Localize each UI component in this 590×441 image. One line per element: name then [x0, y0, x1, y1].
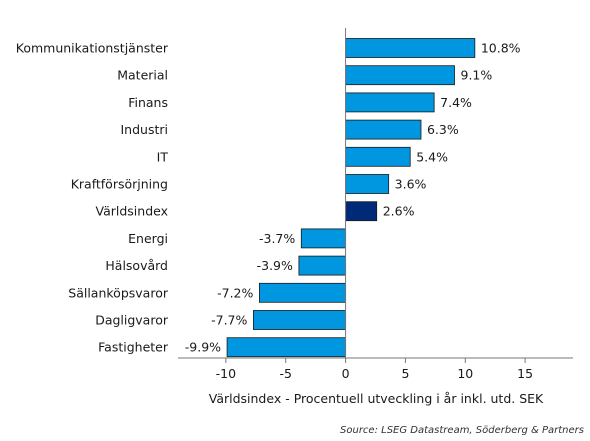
value-label: 3.6%: [395, 177, 427, 192]
x-axis: -10 -5 0 5 10 15: [178, 28, 573, 381]
category-label: Dagligvaror: [95, 313, 169, 328]
value-label: 7.4%: [440, 95, 472, 110]
x-tick-label: 10: [457, 366, 473, 381]
category-label: Världsindex: [96, 204, 169, 219]
value-label: -3.7%: [259, 231, 295, 246]
value-label: -7.2%: [217, 285, 253, 300]
x-tick-label: -5: [279, 366, 291, 381]
labels-group: Kommunikationstjänster 10.8% Material 9.1% F…: [16, 41, 521, 355]
value-label: 5.4%: [416, 149, 448, 164]
category-label: Kommunikationstjänster: [16, 41, 169, 56]
x-tick-label: -10: [216, 366, 236, 381]
x-tick-label: 5: [401, 366, 409, 381]
x-tick-label: 0: [342, 366, 350, 381]
bar-11: [253, 310, 346, 330]
bar-8: [300, 228, 346, 249]
value-label: 10.8%: [481, 41, 521, 56]
value-label: 6.3%: [427, 122, 459, 137]
x-tick-label: 15: [517, 366, 533, 381]
category-label: Energi: [128, 231, 168, 246]
bars-group: [226, 38, 476, 358]
bar-2: [345, 65, 455, 86]
bar-9: [298, 255, 346, 276]
bar-7: [345, 201, 378, 222]
x-axis-title: Världsindex - Procentuell utveckling i å…: [209, 391, 544, 406]
category-label: IT: [157, 149, 169, 164]
bar-6: [345, 174, 390, 194]
bar-4: [345, 119, 422, 140]
value-label: -9.9%: [185, 340, 221, 355]
category-label: Industri: [121, 122, 169, 137]
bar-10: [258, 282, 346, 303]
category-label: Fastigheter: [98, 340, 169, 355]
category-label: Finans: [128, 95, 168, 110]
category-label: Kraftförsörjning: [71, 177, 168, 192]
value-label: 9.1%: [461, 68, 493, 83]
bar-5: [345, 146, 411, 167]
value-label: -3.9%: [257, 258, 293, 273]
value-label: -7.7%: [211, 313, 247, 328]
bar-1: [345, 38, 476, 58]
category-label: Sällanköpsvaror: [68, 285, 169, 300]
source-note: Source: LSEG Datastream, Söderberg & Par…: [340, 425, 584, 436]
value-label: 2.6%: [383, 204, 415, 219]
bar-12: [226, 337, 346, 358]
category-label: Hälsovård: [105, 258, 168, 273]
bar-3: [345, 92, 435, 113]
category-label: Material: [117, 68, 168, 83]
